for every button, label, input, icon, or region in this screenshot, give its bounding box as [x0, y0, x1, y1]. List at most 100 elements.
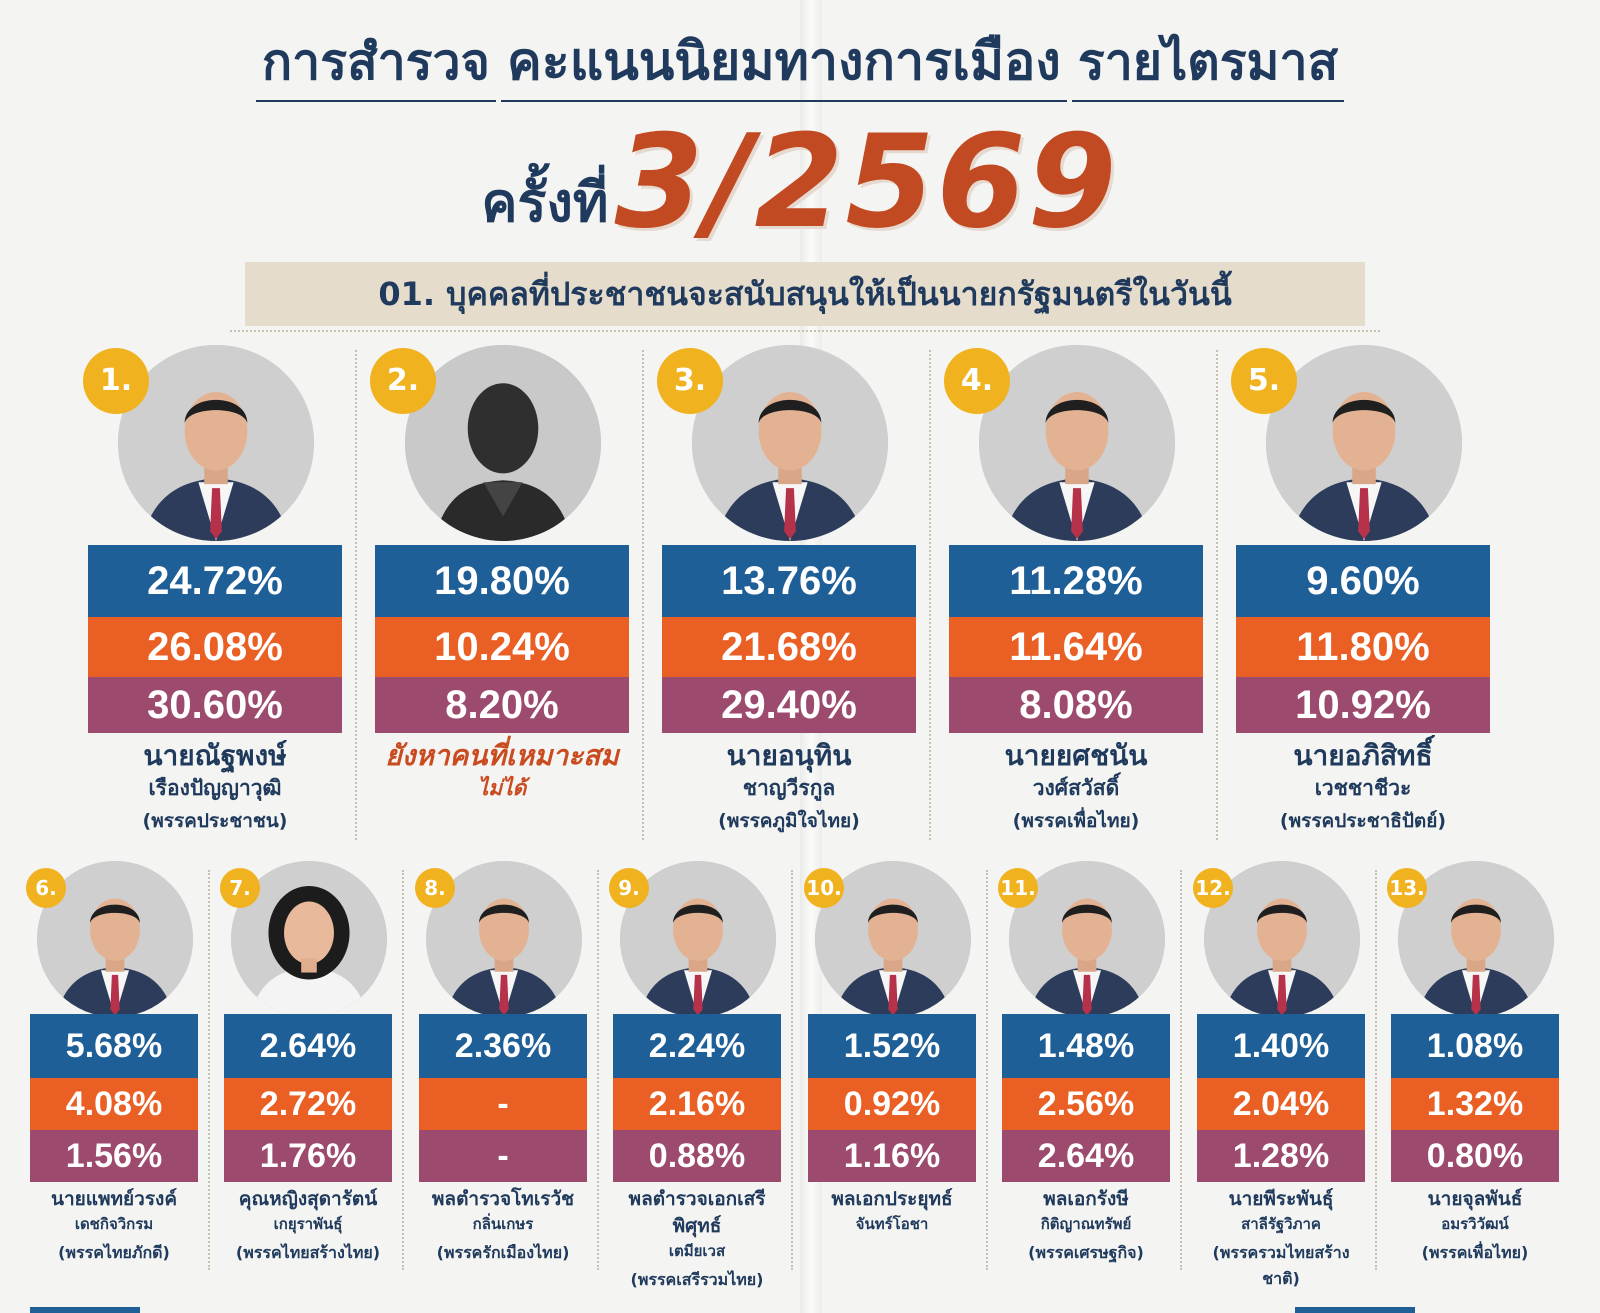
row3-value: 1.16% — [808, 1130, 976, 1182]
candidate-name: พลเอกประยุทธ์จันทร์โอชา — [808, 1186, 976, 1236]
candidate-card: 11. 1.48% 2.56% 2.64% พลเอกรังษี กิติญาณทรัพย… — [998, 856, 1170, 1276]
rank-badge: 2. — [370, 348, 436, 414]
candidate-photo — [692, 345, 888, 541]
name-line-1: นายพีระพันธุ์ — [1228, 1188, 1334, 1210]
row2-value: 2.16% — [613, 1078, 781, 1130]
candidate-name: นายแพทย์วรงค์ เดชกิจวิกรม (พรรคไทยภักดี) — [30, 1186, 198, 1266]
name-line-1: พลตำรวจเอกเสรีพิศุทธ์ — [628, 1188, 766, 1237]
row3-value: - — [419, 1130, 587, 1182]
row3-value: 30.60% — [88, 677, 342, 733]
candidate-name: คุณหญิงสุดารัตน์ เกยุราพันธุ์ (พรรคไทยสร้า… — [224, 1186, 392, 1266]
row1-value: 1.08% — [1391, 1014, 1559, 1078]
row3-value: 8.08% — [949, 677, 1203, 733]
candidate-card: 13. 1.08% 1.32% 0.80% นายจุลพันธ์อมรวิวัฒน์ (… — [1387, 856, 1559, 1276]
row1-value: 19.80% — [375, 545, 629, 617]
candidate-card: 3. 13.76% 21.68% 29.40% นายอนุทิน ชาญวีรกูล (พ… — [657, 340, 916, 840]
row1-value: 13.76% — [662, 545, 916, 617]
row2-value: 2.56% — [1002, 1078, 1170, 1130]
party-name: (พรรคภูมิใจไทย) — [718, 810, 860, 832]
candidate-name: พลเอกรังษี กิติญาณทรัพย์ (พรรคเศรษฐกิจ) — [1002, 1186, 1170, 1266]
column-divider — [1216, 350, 1218, 840]
candidate-card: 12. 1.40% 2.04% 1.28% นายพีระพันธุ์ สาลีรัฐวิ… — [1193, 856, 1365, 1288]
row2-value: 2.04% — [1197, 1078, 1365, 1130]
row3-value: 2.64% — [1002, 1130, 1170, 1182]
name-line-1: นายยศชนัน — [1004, 739, 1148, 772]
row3-value: 1.76% — [224, 1130, 392, 1182]
value-bars: 2.24% 2.16% 0.88% — [613, 1014, 781, 1182]
party-name: (พรรคเพื่อไทย) — [1421, 1243, 1529, 1262]
name-line-2: ไม่ได้ — [477, 776, 527, 800]
row3-value: 0.88% — [613, 1130, 781, 1182]
row2-value: 2.72% — [224, 1078, 392, 1130]
rank-badge: 10. — [804, 868, 844, 908]
candidate-card: 2. 19.80% 10.24% 8.20% ยังหาคนที่เหมาะสม ไม่ไ… — [370, 340, 629, 840]
value-bars: 9.60% 11.80% 10.92% — [1236, 545, 1490, 733]
candidate-name: นายยศชนัน วงศ์สวัสดิ์ (พรรคเพื่อไทย) — [949, 738, 1203, 836]
party-name: (พรรคเศรษฐกิจ) — [1028, 1243, 1144, 1262]
value-bars: 19.80% 10.24% 8.20% — [375, 545, 629, 733]
round-number: 3/2569 — [614, 108, 1119, 257]
party-name: (พรรคไทยภักดี) — [58, 1243, 170, 1262]
row3-value: 0.80% — [1391, 1130, 1559, 1182]
value-bars: 24.72% 26.08% 30.60% — [88, 545, 342, 733]
party-name: (พรรคเสรีรวมไทย) — [630, 1270, 764, 1289]
name-line-1: นายจุลพันธ์ — [1427, 1188, 1523, 1210]
main-title: การสำรวจ คะแนนนิยมทางการเมือง รายไตรมาส — [0, 30, 1600, 102]
row2-value: 10.24% — [375, 617, 629, 677]
row1-value: 24.72% — [88, 545, 342, 617]
title-left: การสำรวจ — [255, 30, 496, 102]
name-line-2: ชาญวีรกูล — [742, 776, 836, 800]
rank-badge: 6. — [26, 868, 66, 908]
candidate-name: นายอนุทินชาญวีรกูล (พรรคภูมิใจไทย) — [662, 738, 916, 836]
rank-badge: 13. — [1387, 868, 1427, 908]
rank-badge: 1. — [83, 348, 149, 414]
row1-value: 5.68% — [30, 1014, 198, 1078]
row3-value: 8.20% — [375, 677, 629, 733]
row1-value: 1.52% — [808, 1014, 976, 1078]
name-line-2: จันทร์โอชา — [855, 1215, 929, 1233]
column-divider — [929, 350, 931, 840]
column-divider — [1375, 870, 1377, 1270]
column-divider — [986, 870, 988, 1270]
value-bars: 1.08% 1.32% 0.80% — [1391, 1014, 1559, 1182]
value-bars: 11.28% 11.64% 8.08% — [949, 545, 1203, 733]
candidate-name: นายพีระพันธุ์ สาลีรัฐวิภาค (พรรครวมไทยสร้า… — [1197, 1186, 1365, 1292]
column-divider — [208, 870, 210, 1270]
candidate-card: 10. 1.52% 0.92% 1.16% พลเอกประยุทธ์ จันทร์โอช… — [804, 856, 976, 1276]
rank-badge: 9. — [609, 868, 649, 908]
row2-value: 11.64% — [949, 617, 1203, 677]
value-bars: 1.52% 0.92% 1.16% — [808, 1014, 976, 1182]
column-divider — [1180, 870, 1182, 1270]
candidate-card: 6. 5.68% 4.08% 1.56% นายแพทย์วรงค์ เดชกิจวิกร… — [26, 856, 198, 1276]
candidate-photo — [979, 345, 1175, 541]
name-line-2: อมรวิวัฒน์ — [1441, 1215, 1509, 1233]
candidate-name: ยังหาคนที่เหมาะสม ไม่ได้ — [375, 738, 629, 803]
candidate-photo — [37, 861, 193, 1017]
candidate-name: นายอภิสิทธิ์ เวชชาชีวะ (พรรคประชาธิปัตย์) — [1236, 738, 1490, 836]
candidate-photo — [231, 861, 387, 1017]
row3-value: 29.40% — [662, 677, 916, 733]
name-line-1: นายอนุทิน — [726, 739, 852, 772]
candidate-name: นายณัฐพงษ์ เรืองปัญญาวุฒิ (พรรคประชาชน) — [88, 738, 342, 836]
name-line-2: เดชกิจวิกรม — [74, 1215, 154, 1233]
rank-badge: 5. — [1231, 348, 1297, 414]
row3-value: 1.28% — [1197, 1130, 1365, 1182]
name-line-1: พลเอกรังษี — [1043, 1188, 1129, 1210]
row1-value: 2.36% — [419, 1014, 587, 1078]
rank-badge: 8. — [415, 868, 455, 908]
party-name: (พรรครักเมืองไทย) — [436, 1243, 570, 1262]
name-line-2: เตมียเวส — [668, 1242, 726, 1260]
row2-value: - — [419, 1078, 587, 1130]
question-banner: 01. บุคคลที่ประชาชนจะสนับสนุนให้เป็นนายก… — [245, 262, 1365, 326]
name-line-1: พลเอกประยุทธ์ — [831, 1188, 953, 1210]
row3-value: 10.92% — [1236, 677, 1490, 733]
name-line-2: กลิ่นเกษร — [472, 1215, 534, 1233]
row2-value: 21.68% — [662, 617, 916, 677]
party-name: (พรรคประชาชน) — [142, 810, 288, 832]
column-divider — [642, 350, 644, 840]
party-name: (พรรคไทยสร้างไทย) — [235, 1243, 381, 1262]
value-bars: 13.76% 21.68% 29.40% — [662, 545, 916, 733]
candidate-card: 9. 2.24% 2.16% 0.88% พลตำรวจเอกเสรีพิศุทธ์เต… — [609, 856, 781, 1289]
party-name: (พรรคประชาธิปัตย์) — [1279, 810, 1447, 832]
rank-badge: 7. — [220, 868, 260, 908]
